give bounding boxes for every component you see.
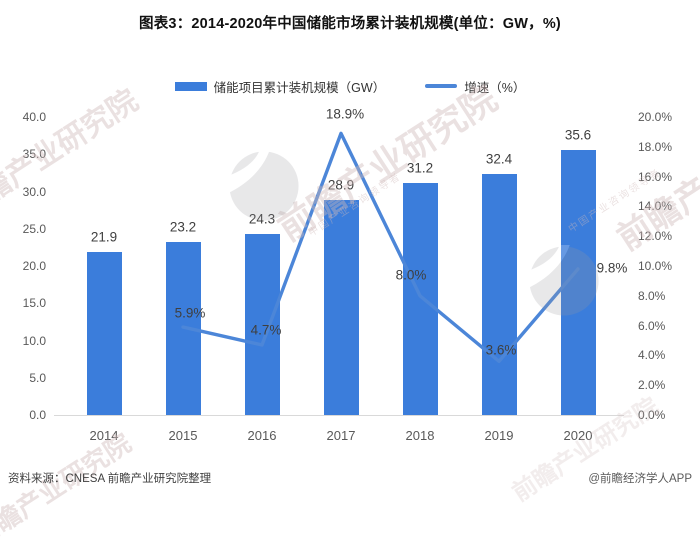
- x-axis-label: 2018: [405, 428, 435, 443]
- plot-area: 0.0 5.0 10.0 15.0 20.0 25.0 30.0 35.0 40.0 0.0% 2.…: [23, 107, 672, 443]
- bar-2017: [323, 199, 359, 415]
- right-axis-tick: 20.0%: [638, 110, 673, 124]
- line-point-label: 18.9%: [325, 106, 365, 122]
- line-point-label: 8.0%: [395, 267, 427, 283]
- right-axis-tick: 18.0%: [638, 139, 673, 154]
- bar-value-label: 28.9: [327, 177, 355, 193]
- left-axis-tick: 35.0: [22, 147, 46, 162]
- bar-series-swatch: [174, 81, 207, 91]
- x-axis-label: 2019: [484, 428, 514, 443]
- chart-title: 图表3：2014-2020年中国储能市场累计装机规模(单位：GW，%): [139, 16, 561, 32]
- x-axis-label: 2020: [563, 428, 593, 443]
- left-axis-tick: 5.0: [29, 370, 46, 385]
- bar-value-label: 31.2: [406, 160, 434, 176]
- left-axis-tick: 0.0: [29, 408, 46, 422]
- x-axis-line: [54, 415, 624, 416]
- source-note: 资料来源：CNESA 前瞻产业研究院整理: [8, 473, 212, 485]
- bar-value-label: 32.4: [485, 151, 513, 167]
- right-axis-tick: 6.0%: [638, 318, 666, 333]
- legend-item-bar: 储能项目累计装机规模（GW）: [174, 77, 386, 96]
- x-axis-label: 2016: [247, 428, 277, 443]
- bar-2016: [244, 233, 280, 415]
- growth-line: [181, 131, 580, 364]
- right-axis-tick: 16.0%: [638, 169, 673, 184]
- x-axis-label: 2017: [326, 428, 356, 443]
- bar-value-label: 35.6: [564, 127, 592, 143]
- app-credit: @前瞻经济学人APP: [588, 473, 692, 485]
- right-axis-tick: 14.0%: [638, 199, 673, 214]
- right-axis-tick: 12.0%: [638, 229, 673, 244]
- right-axis-tick: 0.0%: [638, 408, 666, 422]
- left-axis-tick: 30.0: [22, 184, 46, 199]
- bar-value-label: 23.2: [169, 219, 197, 235]
- right-axis-tick: 8.0%: [638, 288, 666, 303]
- line-series-swatch: [425, 84, 458, 88]
- x-axis-label: 2015: [168, 428, 198, 443]
- right-axis-tick: 10.0%: [638, 259, 673, 273]
- x-axis-label: 2014: [89, 428, 119, 443]
- right-axis-tick: 2.0%: [638, 378, 666, 393]
- bar-value-label: 24.3: [248, 211, 276, 227]
- line-point-label: 3.6%: [485, 342, 517, 358]
- left-axis-tick: 15.0: [22, 296, 46, 311]
- line-point-label: 9.8%: [596, 260, 628, 276]
- right-axis-tick: 4.0%: [638, 348, 666, 363]
- left-axis-tick: 10.0: [22, 333, 46, 348]
- left-axis-tick: 40.0: [22, 110, 46, 124]
- left-axis-tick: 20.0: [22, 259, 46, 273]
- bar-2018: [402, 182, 438, 415]
- bar-2014: [86, 251, 122, 415]
- bar-series-label: 储能项目累计装机规模（GW）: [213, 80, 386, 95]
- left-axis-tick: 25.0: [22, 221, 46, 236]
- bar-value-label: 21.9: [90, 229, 118, 245]
- legend-item-line: 增速（%）: [425, 77, 525, 96]
- bar-2019: [481, 173, 517, 415]
- line-point-label: 4.7%: [250, 322, 282, 338]
- legend: 储能项目累计装机规模（GW） 增速（%）: [0, 77, 700, 95]
- line-series-label: 增速（%）: [464, 80, 526, 95]
- line-point-label: 5.9%: [174, 305, 206, 321]
